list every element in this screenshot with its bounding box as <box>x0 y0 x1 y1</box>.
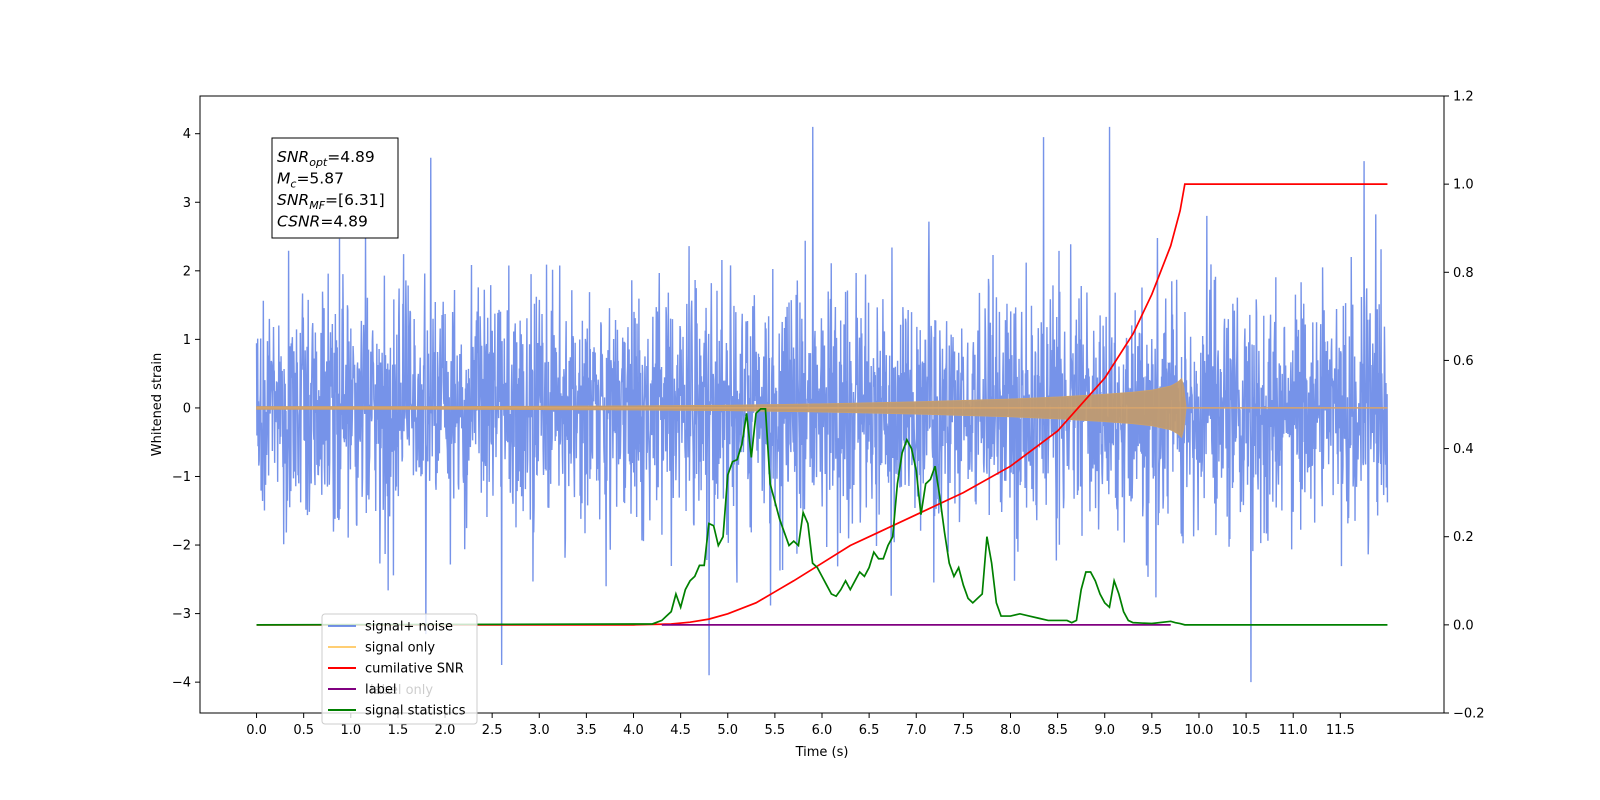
x-tick-label: 11.0 <box>1279 723 1308 738</box>
x-tick-label: 4.5 <box>670 723 691 738</box>
legend-hidden-entry-text: label only <box>370 683 433 698</box>
legend-frame <box>321 613 478 725</box>
y-tick-label: −3 <box>172 607 191 622</box>
x-tick-label: 10.5 <box>1232 723 1261 738</box>
y2-tick-label: 0.0 <box>1453 618 1474 633</box>
x-tick-label: 11.5 <box>1326 723 1355 738</box>
x-tick-label: 3.5 <box>576 723 597 738</box>
x-tick-label: 1.0 <box>340 723 361 738</box>
legend-entry-label: cumilative SNR <box>365 662 464 677</box>
y2-tick-label: 0.6 <box>1453 354 1474 369</box>
x-tick-label: 4.0 <box>623 723 644 738</box>
annotation-line: Mc=5.87 <box>277 170 344 191</box>
x-tick-label: 9.5 <box>1142 723 1163 738</box>
y-axis-label: Whitened strain <box>150 353 165 456</box>
annotation-line: SNRopt=4.89 <box>277 148 375 169</box>
series-signal-noise-line <box>255 126 1389 683</box>
annotation-frame <box>271 137 399 239</box>
x-tick-label: 8.5 <box>1047 723 1068 738</box>
x-tick-label: 9.0 <box>1094 723 1115 738</box>
y2-tick-label: −0.2 <box>1453 707 1485 722</box>
legend-entry-label: signal only <box>365 641 435 656</box>
y2-tick-label: 0.2 <box>1453 530 1474 545</box>
y-tick-label: 1 <box>183 333 191 348</box>
x-tick-label: 2.5 <box>482 723 503 738</box>
series-cumilative-snr-line <box>256 183 1388 626</box>
x-tick-label: 5.5 <box>765 723 786 738</box>
plot-area <box>255 126 1389 683</box>
x-tick-label: 6.5 <box>859 723 880 738</box>
y-tick-label: 0 <box>183 401 191 416</box>
y2-tick-label: 1.0 <box>1453 178 1474 193</box>
y-tick-label: 3 <box>183 196 191 211</box>
x-tick-label: 10.0 <box>1184 723 1213 738</box>
legend-entry-label: signal statistics <box>365 704 466 719</box>
x-tick-label: 7.5 <box>953 723 974 738</box>
x-tick-label: 3.0 <box>529 723 550 738</box>
legend-entry-label: label <box>365 683 396 698</box>
y-tick-label: −1 <box>172 470 191 485</box>
x-tick-label: 6.0 <box>812 723 833 738</box>
y-tick-label: 4 <box>183 127 191 142</box>
axes: 0.0 0.5 1.0 1.5 2.0 2.5 3.0 3.5 4.0 4.5 5.0 5.5 6.0 6… <box>150 90 1485 761</box>
y-tick-label: −2 <box>172 539 191 554</box>
x-tick-label: 7.0 <box>906 723 927 738</box>
y2-tick-label: 0.4 <box>1453 442 1474 457</box>
annotation-line: CSNR=4.89 <box>277 213 368 231</box>
legend: label only signal+ noise signal only cumila… <box>321 613 478 725</box>
legend-entry-label: signal+ noise <box>365 620 453 635</box>
x-tick-label: 0.5 <box>293 723 314 738</box>
x-tick-label: 1.5 <box>388 723 409 738</box>
y2-tick-label: 1.2 <box>1453 90 1474 105</box>
x-tick-label: 0.0 <box>246 723 267 738</box>
annotation-line: SNRMF=[6.31] <box>277 191 385 212</box>
x-tick-label: 5.0 <box>717 723 738 738</box>
series-group <box>255 126 1389 683</box>
x-tick-label: 2.0 <box>435 723 456 738</box>
x-tick-label: 8.0 <box>1000 723 1021 738</box>
y-tick-label: 2 <box>183 264 191 279</box>
x-axis-label: Time (s) <box>795 745 849 760</box>
series-signal-statistics-line <box>256 408 1388 626</box>
y-tick-label: −4 <box>172 676 191 691</box>
y2-tick-label: 0.8 <box>1453 266 1474 281</box>
